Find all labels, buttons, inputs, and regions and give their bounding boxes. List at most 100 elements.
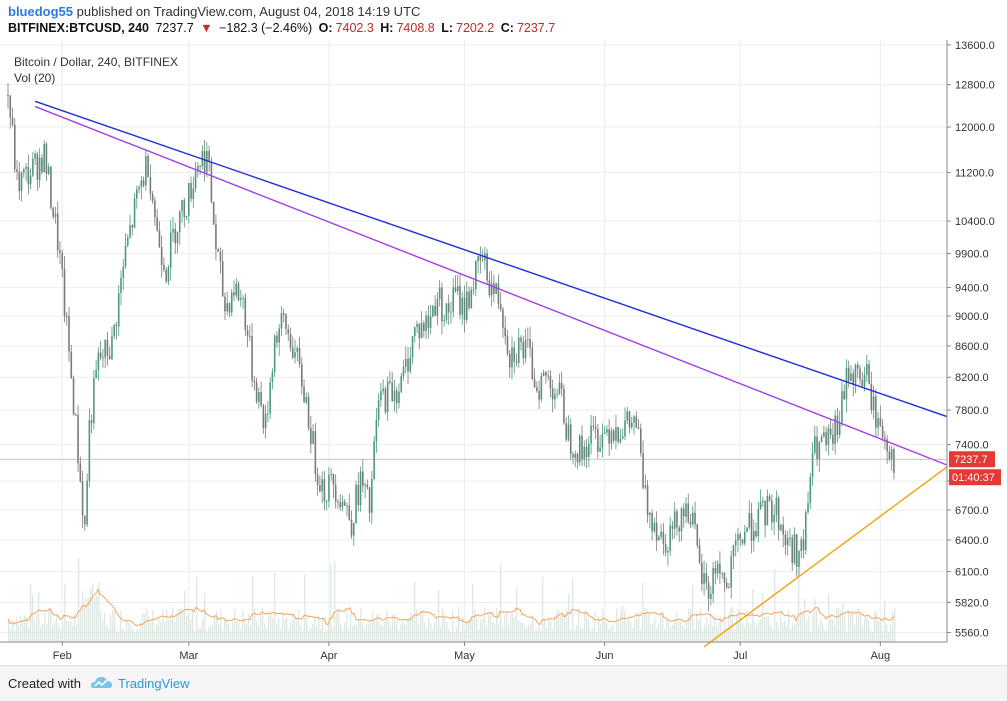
volume-bar [752, 589, 754, 642]
change-value: −182.3 (−2.46%) [219, 21, 313, 35]
y-tick-label: 12800.0 [955, 80, 995, 92]
volume-bar [412, 614, 414, 642]
volume-bar [44, 612, 46, 642]
candle-body [495, 283, 497, 294]
orange-trendline[interactable] [703, 462, 954, 648]
candle-body [662, 531, 665, 545]
volume-bar [10, 629, 12, 642]
volume-bar [172, 607, 174, 642]
volume-bar [740, 613, 742, 642]
volume-bar [190, 619, 192, 642]
candle-body [239, 298, 242, 301]
candle-body [879, 418, 882, 426]
volume-bar [350, 614, 352, 642]
purple-trendline[interactable] [34, 105, 953, 468]
candle-body [680, 508, 683, 532]
volume-bar [332, 627, 334, 642]
volume-bar [248, 613, 250, 642]
volume-bar [554, 615, 556, 642]
candle-body [710, 593, 712, 599]
candle-body [513, 347, 516, 362]
volume-bar [712, 625, 714, 642]
candle-body [355, 484, 357, 524]
volume-bar [608, 628, 610, 642]
candle-body [38, 157, 41, 180]
candle-body [190, 182, 192, 199]
candle-body [504, 327, 506, 336]
candle-body [185, 215, 188, 218]
volume-bar [798, 567, 800, 642]
volume-bar [138, 629, 140, 642]
candle-body [637, 427, 640, 429]
volume-bar [832, 618, 834, 642]
chart-area[interactable]: 13600.0 12800.0 12000.0 11200.0 10400.0 9900.… [0, 40, 1007, 665]
candle-body [131, 225, 134, 228]
candle-body [601, 433, 604, 448]
author-link[interactable]: bluedog55 [8, 4, 74, 19]
volume-bar [496, 608, 498, 642]
candle-body [782, 524, 784, 535]
candle-body [565, 423, 568, 440]
candle-body [199, 165, 201, 167]
volume-indicator-label[interactable]: Vol (20) [14, 71, 56, 85]
y-tick-label: 7400.0 [955, 440, 989, 452]
volume-bar [572, 578, 574, 642]
publish-line: bluedog55 published on TradingView.com, … [8, 4, 420, 19]
volume-bar [450, 631, 452, 642]
candle-body [339, 502, 342, 508]
candle-body [54, 213, 57, 217]
candle-body [267, 413, 269, 415]
volume-bar [516, 588, 518, 642]
volume-bar [696, 612, 698, 642]
volume-bar [674, 618, 676, 642]
volume-bar [424, 622, 426, 642]
price-chart[interactable]: 13600.0 12800.0 12000.0 11200.0 10400.0 9900.… [0, 40, 1007, 665]
candle-body [52, 207, 54, 217]
time-axis[interactable]: Feb Mar Apr May Jun Jul Aug [0, 641, 947, 662]
candle-body [142, 180, 145, 186]
volume-bar [722, 631, 724, 642]
candle-body [705, 573, 708, 583]
candle-body [382, 388, 384, 392]
candle-body [893, 449, 895, 473]
volume-bar [506, 611, 508, 642]
volume-bar [766, 616, 768, 642]
candle-body [739, 534, 742, 540]
volume-bar [498, 624, 500, 642]
candle-body [508, 353, 511, 368]
volume-bar [94, 598, 96, 642]
candle-body [178, 211, 181, 233]
candle-body [262, 405, 265, 429]
volume-bar [676, 612, 678, 642]
volume-bar [590, 629, 592, 642]
candle-body [70, 351, 73, 379]
volume-bar [616, 608, 618, 642]
volume-bar [536, 629, 538, 642]
blue-trendline[interactable] [34, 100, 953, 420]
candle-body [834, 415, 836, 444]
candle-body [154, 200, 156, 218]
volume-bar [790, 628, 792, 642]
tradingview-brand-link[interactable]: TradingView [118, 676, 190, 691]
candle-body [276, 335, 278, 343]
candle-body [520, 337, 522, 342]
volume-bar [214, 617, 216, 642]
low-label: L: [441, 21, 454, 35]
tradingview-logo-icon[interactable] [90, 674, 114, 692]
volume-bar [446, 622, 448, 642]
candle-body [289, 333, 292, 348]
y-tick-label: 6400.0 [955, 535, 989, 547]
volume-bar [656, 628, 658, 642]
candle-body [117, 293, 120, 327]
volume-bar [286, 616, 288, 642]
volume-bar [480, 619, 482, 642]
volume-bar [324, 631, 326, 642]
volume-bar [736, 615, 738, 642]
candle-body [255, 382, 258, 402]
candle-body [310, 428, 312, 444]
volume-bar [428, 617, 430, 642]
volume-bar [640, 629, 642, 642]
candle-body [459, 286, 461, 315]
candle-body [9, 95, 12, 118]
price-axis[interactable]: 13600.0 12800.0 12000.0 11200.0 10400.0 9900.… [946, 40, 1007, 665]
